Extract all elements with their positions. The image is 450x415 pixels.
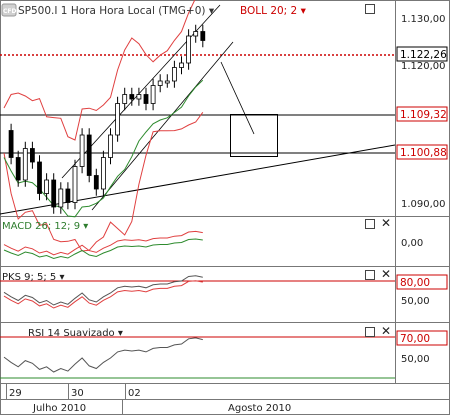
candle-body bbox=[143, 94, 149, 104]
candle-body bbox=[186, 35, 192, 64]
price-badge-resistance-frame bbox=[396, 106, 448, 122]
candle-body bbox=[200, 31, 206, 41]
price-tick-1120: 1.120,00 bbox=[401, 61, 446, 72]
candle-body bbox=[86, 134, 92, 176]
rsi-tick-50: 50,00 bbox=[401, 354, 430, 365]
rsi-label[interactable]: RSI 14 Suavizado ▾ bbox=[28, 328, 123, 339]
price-badge-last: 1.122,26 bbox=[400, 49, 447, 61]
macd-tick-zero: 0,00 bbox=[401, 238, 423, 249]
macd-line bbox=[3, 230, 203, 256]
rsi-close-icon[interactable]: ✕ bbox=[381, 324, 392, 338]
candle-body bbox=[65, 188, 71, 203]
boll-label[interactable]: BOLL 20; 2 ▾ bbox=[240, 5, 307, 17]
projection-line[interactable] bbox=[220, 61, 255, 135]
candle-body bbox=[37, 161, 42, 194]
bollinger-lower bbox=[3, 112, 204, 252]
rsi-badge-70: 70,00 bbox=[400, 333, 430, 345]
macd-panel-toggle-icon[interactable] bbox=[365, 219, 375, 229]
rsi-line bbox=[3, 337, 203, 373]
target-rectangle[interactable] bbox=[230, 114, 278, 157]
price-badge-resistance: 1.109,32 bbox=[400, 109, 447, 121]
price-badge-support-frame bbox=[396, 144, 448, 160]
price-badge-last-frame bbox=[396, 46, 448, 62]
price-tick-1130: 1.130,00 bbox=[401, 14, 446, 25]
candle-body bbox=[136, 94, 142, 100]
macd-label[interactable]: MACD 26; 12; 9 ▾ bbox=[2, 221, 88, 232]
pks-tick-50: 50,00 bbox=[401, 296, 430, 307]
candle-body bbox=[44, 179, 49, 194]
price-badge-support: 1.100,88 bbox=[400, 147, 447, 159]
macd-close-icon[interactable]: ✕ bbox=[381, 216, 392, 230]
candle-body bbox=[129, 94, 135, 100]
candle-body bbox=[72, 166, 78, 203]
pks-label[interactable]: PKS 9; 5; 5 ▾ bbox=[2, 272, 65, 283]
candle-body bbox=[15, 157, 21, 181]
candle-body bbox=[22, 148, 28, 181]
candle-body bbox=[101, 157, 106, 190]
candle-body bbox=[8, 130, 14, 158]
candle-body bbox=[164, 80, 170, 84]
pks-k-line bbox=[3, 275, 203, 306]
candle-body bbox=[51, 179, 57, 208]
candle-body bbox=[150, 85, 156, 104]
pks-panel-toggle-icon[interactable] bbox=[365, 270, 375, 280]
candle-body bbox=[29, 148, 35, 163]
candle-body bbox=[108, 134, 113, 158]
month-label-july: Julho 2010 bbox=[32, 403, 86, 414]
cfd-logo bbox=[1, 3, 17, 17]
candle-body bbox=[122, 94, 128, 104]
pks-d-line bbox=[3, 280, 203, 309]
candle-body bbox=[79, 134, 85, 167]
price-tick-1090: 1.090,00 bbox=[401, 199, 446, 210]
candles bbox=[8, 24, 206, 214]
pks-badge-frame bbox=[396, 274, 448, 290]
bollinger-upper bbox=[3, 0, 196, 141]
candle-body bbox=[157, 80, 163, 86]
macd-lines bbox=[3, 230, 203, 260]
candle-body bbox=[93, 175, 99, 190]
day-tick-29: 29 bbox=[9, 388, 22, 399]
candle-body bbox=[115, 103, 120, 136]
instrument-title[interactable]: SP500.I 1 Hora Hora Local (TMG+0) ▾ bbox=[18, 5, 215, 17]
candle-body bbox=[179, 62, 184, 68]
cfd-logo-text: CFD bbox=[3, 8, 17, 15]
macd-signal-line bbox=[3, 238, 203, 260]
month-label-august: Agosto 2010 bbox=[228, 403, 291, 414]
candle-body bbox=[58, 188, 64, 208]
pks-close-icon[interactable]: ✕ bbox=[381, 267, 392, 281]
day-tick-30: 30 bbox=[71, 388, 84, 399]
rsi-badge-frame bbox=[396, 330, 448, 346]
candle-body bbox=[171, 67, 177, 82]
channel-lower-line[interactable] bbox=[91, 41, 234, 211]
rsi-panel-toggle-icon[interactable] bbox=[365, 327, 375, 337]
rsi-line-path bbox=[3, 337, 203, 373]
main-panel-toggle-icon[interactable] bbox=[365, 4, 375, 14]
candle-body bbox=[193, 31, 199, 37]
pks-badge-80: 80,00 bbox=[400, 277, 430, 289]
day-tick-02: 02 bbox=[128, 388, 141, 399]
pks-lines bbox=[3, 275, 203, 309]
